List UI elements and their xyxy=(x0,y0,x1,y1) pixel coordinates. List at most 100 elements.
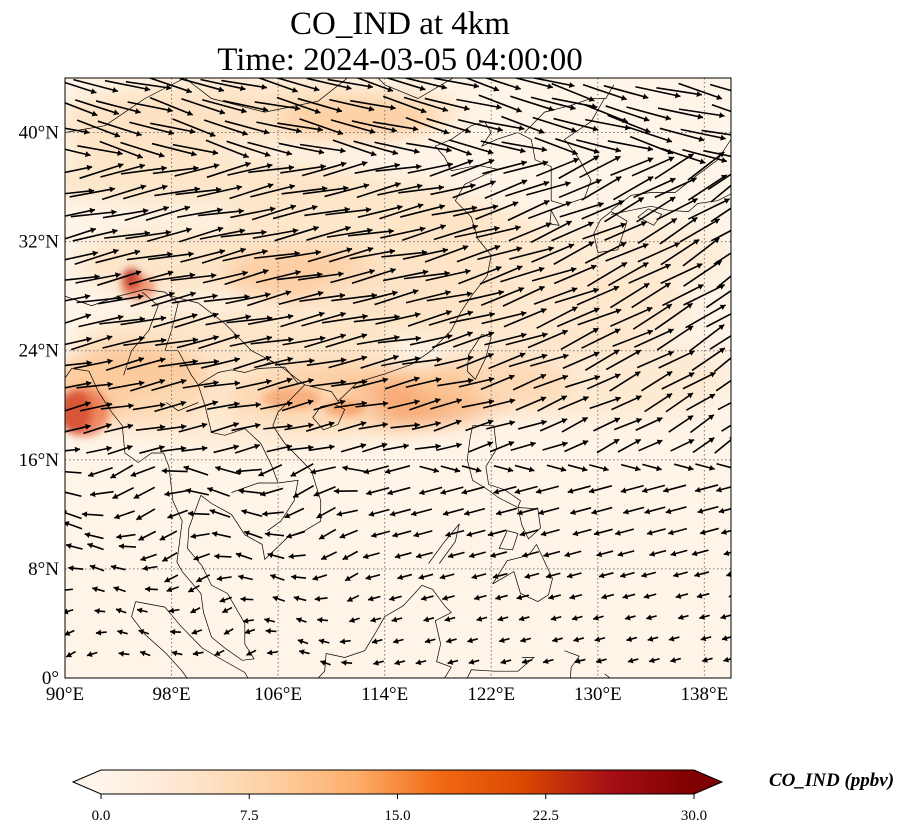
wind-arrow xyxy=(710,207,731,223)
wind-arrow xyxy=(637,242,681,263)
wind-arrow xyxy=(431,331,473,349)
wind-arrow xyxy=(97,293,144,305)
wind-arrow xyxy=(277,122,323,133)
wind-arrow xyxy=(593,528,613,536)
wind-arrow xyxy=(290,574,307,581)
wind-arrow xyxy=(434,355,474,367)
wind-arrow xyxy=(551,221,594,242)
wind-arrow xyxy=(433,78,480,89)
wind-arrow xyxy=(78,314,124,328)
wind-arrow xyxy=(516,594,530,601)
wind-arrow xyxy=(556,307,600,328)
wind-arrow xyxy=(465,419,494,432)
wind-arrow xyxy=(276,96,321,114)
wind-arrow xyxy=(113,586,126,593)
wind-arrow xyxy=(526,181,571,196)
wind-arrow xyxy=(466,529,486,538)
wind-arrow xyxy=(574,658,586,664)
wind-arrow xyxy=(626,636,638,642)
wind-arrow xyxy=(281,399,314,412)
wind-arrow xyxy=(453,331,495,348)
wind-arrow xyxy=(170,628,181,635)
wind-arrow xyxy=(135,424,166,431)
wind-arrow xyxy=(411,420,441,431)
wind-arrow xyxy=(423,616,435,623)
wind-arrow xyxy=(341,659,353,666)
wind-arrow xyxy=(691,549,709,557)
wind-arrow xyxy=(366,487,390,496)
wind-arrow xyxy=(660,263,703,285)
wind-arrow xyxy=(374,141,420,155)
wind-arrow xyxy=(342,465,368,473)
wind-arrow xyxy=(611,395,642,411)
wind-arrow xyxy=(102,208,149,219)
wind-arrow xyxy=(72,228,118,242)
wind-arrow xyxy=(445,637,457,644)
wind-arrow xyxy=(565,375,601,388)
wind-arrow xyxy=(132,402,166,411)
wind-arrow xyxy=(375,312,421,325)
wind-arrow xyxy=(628,263,671,284)
wind-arrow xyxy=(614,528,635,536)
wind-arrow xyxy=(697,505,719,514)
wind-arrow xyxy=(612,175,654,201)
wind-arrow xyxy=(452,180,496,199)
wind-arrow xyxy=(682,371,716,390)
wind-arrow xyxy=(256,121,302,134)
wind-arrow xyxy=(65,148,91,158)
wind-arrow xyxy=(226,140,271,158)
wind-arrow xyxy=(643,593,657,600)
wind-arrow xyxy=(95,249,141,264)
wind-arrow xyxy=(278,378,314,390)
wind-arrow xyxy=(424,637,436,644)
wind-arrow xyxy=(250,336,294,345)
wind-arrow xyxy=(331,292,378,302)
wind-arrow xyxy=(535,485,559,494)
wind-arrow xyxy=(65,127,90,135)
y-tick-label: 8°N xyxy=(28,559,59,580)
wind-arrow xyxy=(178,422,208,433)
wind-arrow xyxy=(552,636,563,643)
wind-arrow xyxy=(112,486,134,500)
wind-arrow xyxy=(262,510,284,517)
wind-arrow xyxy=(659,216,698,245)
wind-arrow xyxy=(596,438,620,454)
wind-arrow xyxy=(140,553,157,562)
colorbar-tick-label: 30.0 xyxy=(681,808,707,824)
wind-arrow xyxy=(440,465,461,473)
wind-arrow xyxy=(475,225,521,239)
wind-arrow xyxy=(237,574,253,581)
wind-arrow xyxy=(458,289,504,303)
wind-arrow xyxy=(433,224,479,241)
wind-arrow xyxy=(120,165,167,175)
wind-arrow xyxy=(439,573,455,580)
wind-arrow xyxy=(633,177,676,199)
wind-arrow xyxy=(572,528,592,537)
wind-arrow xyxy=(591,506,613,515)
wind-arrow xyxy=(164,574,179,583)
wind-arrow xyxy=(694,484,719,493)
wind-arrow xyxy=(280,311,325,328)
wind-arrow xyxy=(149,272,196,283)
wind-arrow xyxy=(723,656,731,663)
wind-arrow xyxy=(179,358,220,367)
wind-arrow xyxy=(593,417,621,432)
wind-arrow xyxy=(362,442,388,453)
wind-arrow xyxy=(278,290,324,306)
wind-arrow xyxy=(484,179,528,200)
wind-arrow xyxy=(620,484,644,494)
wind-arrow xyxy=(569,593,583,600)
wind-arrow xyxy=(332,139,377,157)
wind-arrow xyxy=(577,308,622,326)
wind-arrow xyxy=(79,162,124,180)
wind-arrow xyxy=(304,333,347,348)
wind-arrow xyxy=(284,422,314,431)
wind-arrow xyxy=(477,246,523,261)
wind-arrow xyxy=(413,530,433,538)
wind-arrow xyxy=(123,337,167,347)
wind-arrow xyxy=(353,140,399,156)
wind-arrow xyxy=(510,441,536,452)
wind-arrow xyxy=(179,226,224,243)
wind-arrow xyxy=(265,628,277,635)
map-plot-area xyxy=(65,78,731,678)
